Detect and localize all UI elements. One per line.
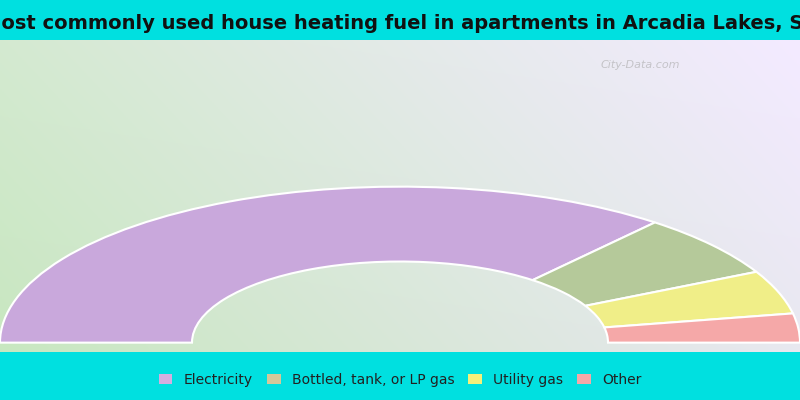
Text: City-Data.com: City-Data.com <box>600 60 680 70</box>
Legend: Electricity, Bottled, tank, or LP gas, Utility gas, Other: Electricity, Bottled, tank, or LP gas, U… <box>154 369 646 391</box>
Wedge shape <box>604 314 800 343</box>
Wedge shape <box>533 222 757 306</box>
Text: Most commonly used house heating fuel in apartments in Arcadia Lakes, SC: Most commonly used house heating fuel in… <box>0 14 800 33</box>
Wedge shape <box>586 272 793 328</box>
Wedge shape <box>0 187 655 343</box>
